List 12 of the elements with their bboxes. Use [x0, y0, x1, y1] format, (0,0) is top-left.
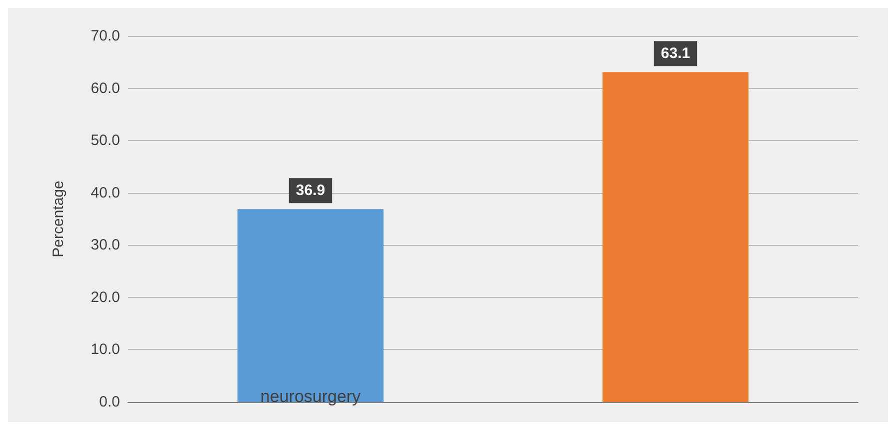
data-label: 63.1 [660, 45, 690, 62]
y-tick-label: 20.0 [90, 288, 120, 306]
y-axis-title: Percentage [50, 180, 67, 258]
data-label: 36.9 [296, 182, 326, 200]
y-tick-label: 50.0 [90, 132, 120, 150]
y-tick-label: 40.0 [90, 184, 120, 202]
y-tick-label: 70.0 [90, 28, 120, 44]
y-tick-label: 10.0 [90, 341, 120, 358]
y-tick-label: 30.0 [90, 236, 120, 254]
y-tick-label: 60.0 [90, 80, 120, 97]
x-tick-label: neurosurgery [260, 387, 362, 406]
y-tick-label: 0.0 [99, 394, 120, 410]
